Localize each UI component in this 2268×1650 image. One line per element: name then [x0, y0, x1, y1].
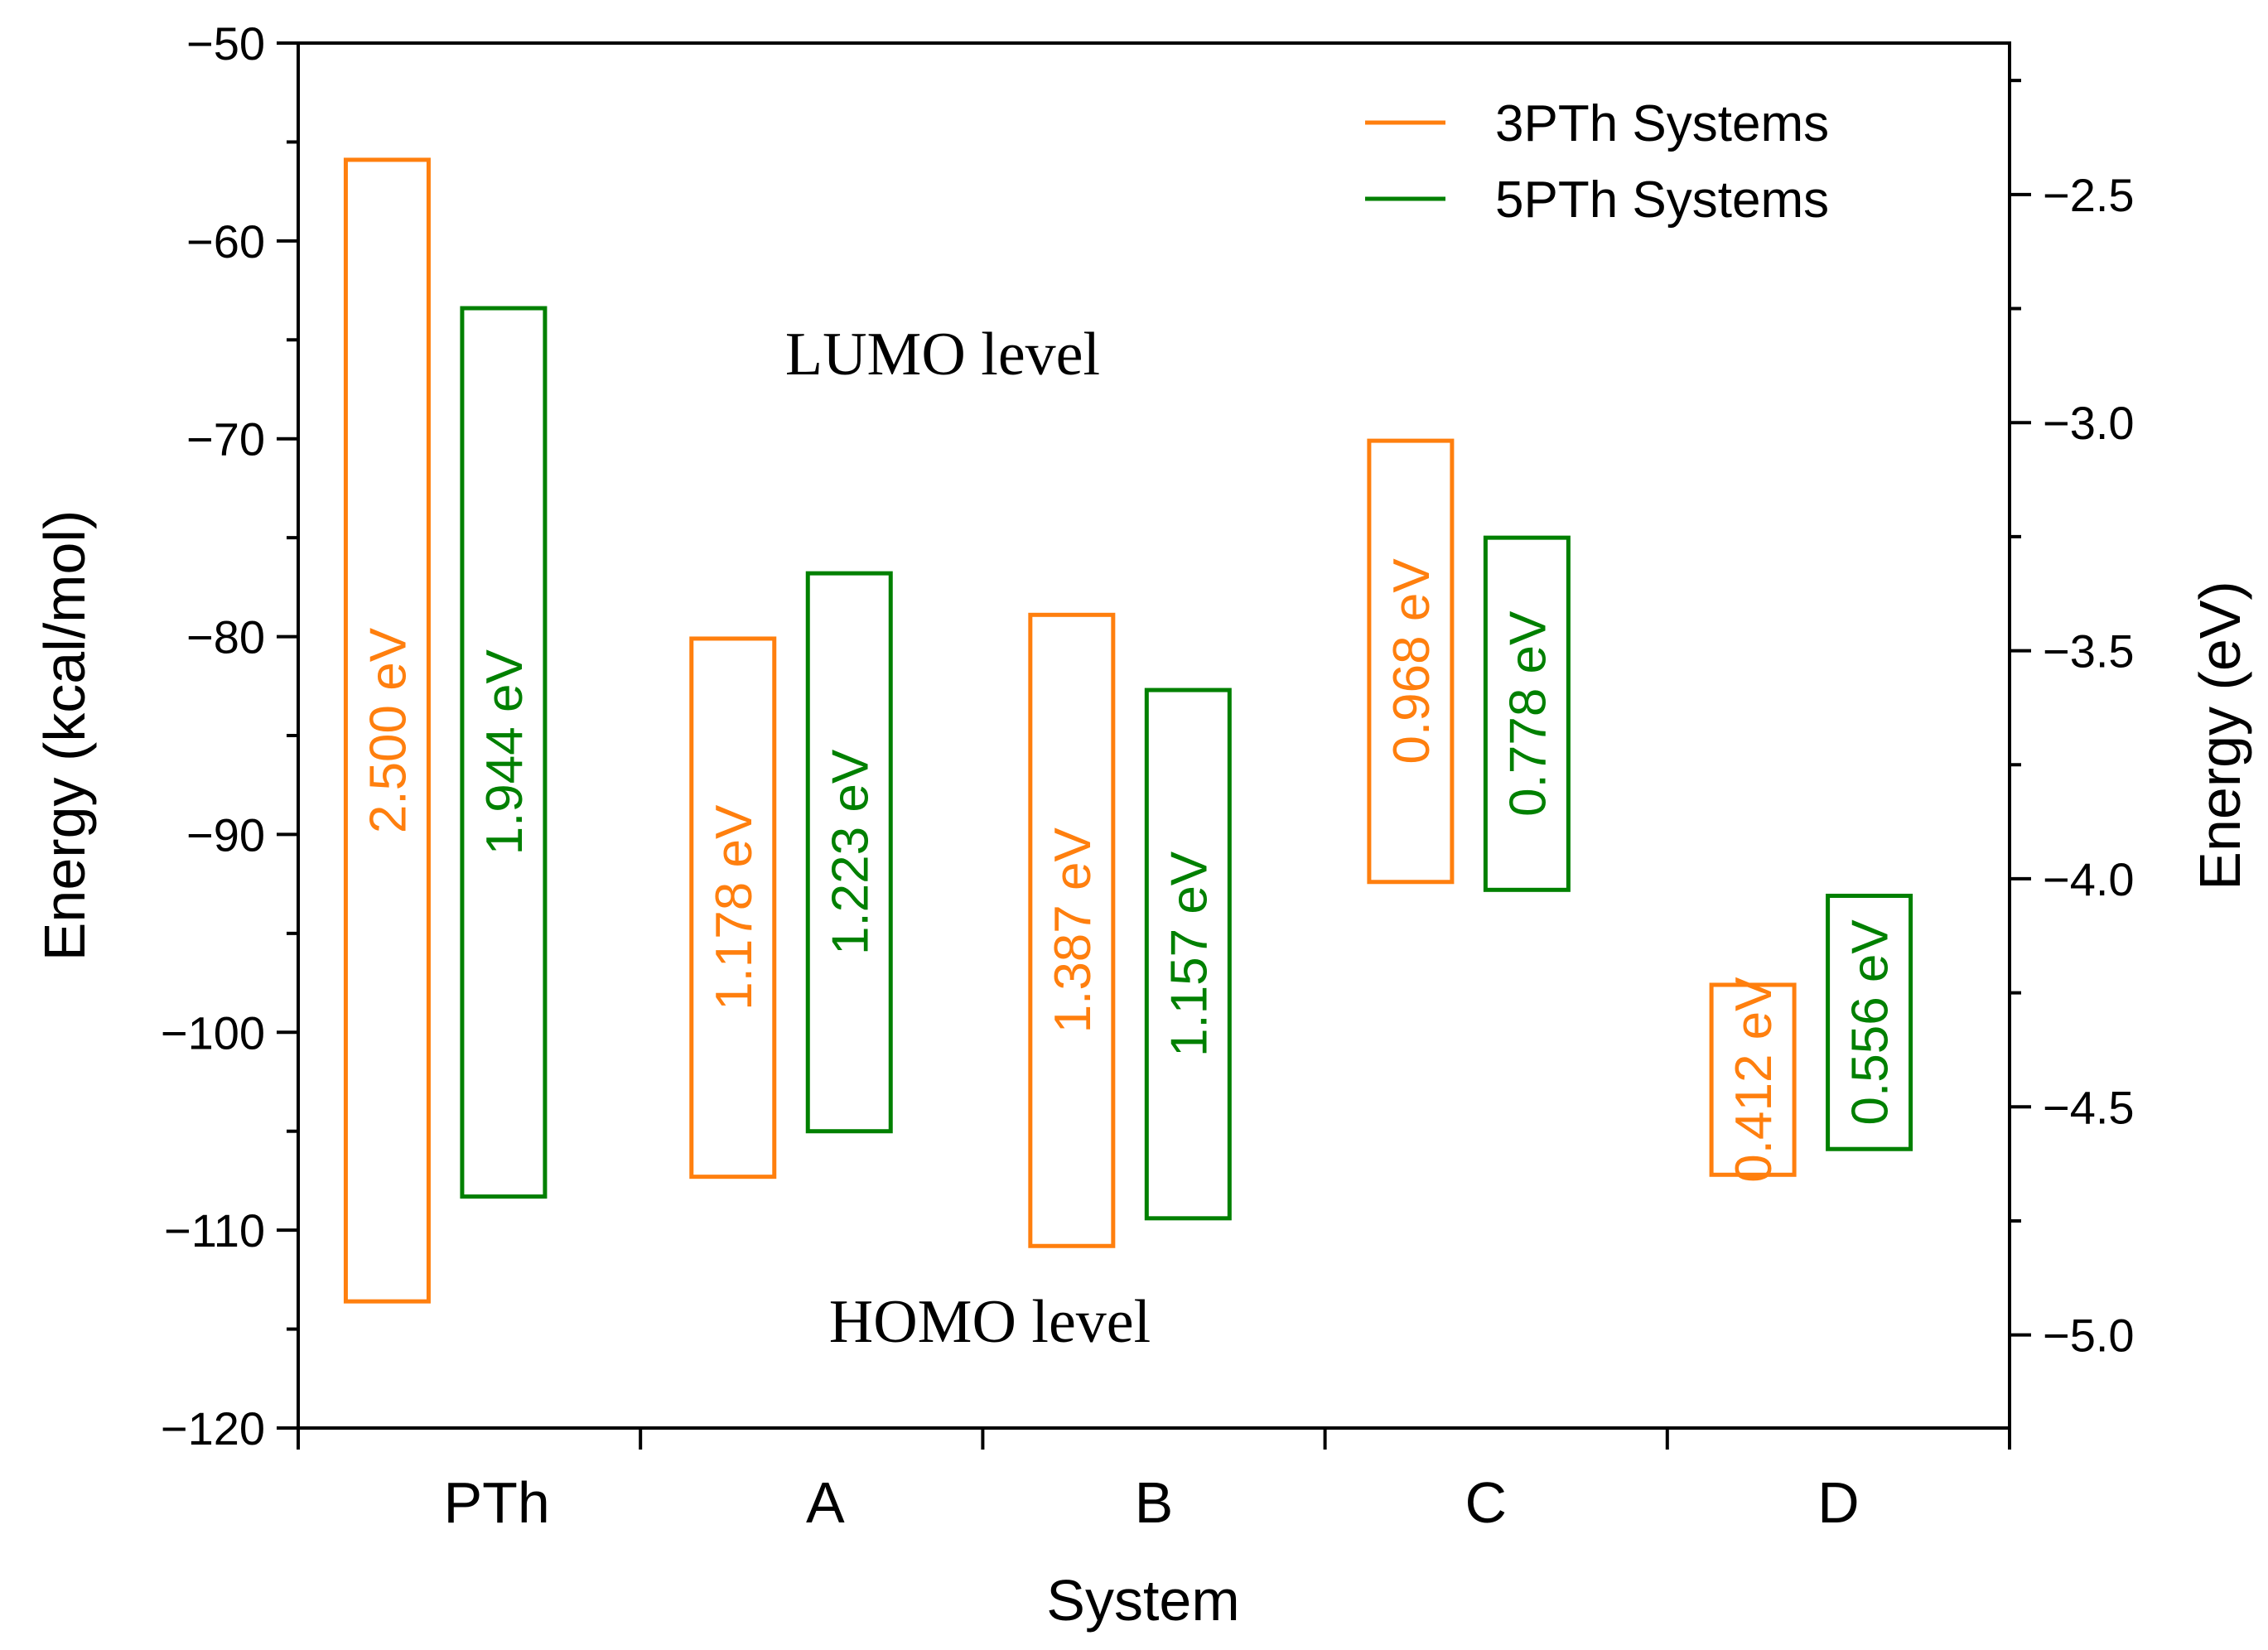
x-axis-title: System [1046, 1568, 1239, 1633]
y-axis-title-left: Energy (kcal/mol) [32, 510, 97, 962]
y-tick-label-right: −4.0 [2043, 853, 2135, 905]
gap-label: 1.387 eV [1045, 827, 1102, 1034]
y-axis-title-right: Energy (eV) [2188, 581, 2252, 890]
y-tick-label-left: −70 [186, 413, 265, 466]
gap-bar [1367, 438, 1455, 885]
gap-label: 1.944 eV [476, 649, 533, 856]
gap-label: 0.412 eV [1725, 977, 1783, 1183]
gap-bar [1144, 688, 1232, 1221]
y-tick-label-right: −2.5 [2043, 169, 2135, 221]
gap-bar [343, 157, 431, 1304]
left-axis-ticks: −120 −110 −100 −90 −80 −70 −60 −50 [161, 17, 298, 1455]
y-tick-label-left: −100 [161, 1006, 265, 1059]
gap-bar [805, 571, 893, 1134]
y-tick-label-left: −110 [164, 1204, 265, 1257]
gap-bar [1709, 982, 1797, 1177]
bar-group: 2.500 eV 1.178 eV 1.387 eV 0.968 eV 0.412 eV… [343, 157, 1913, 1304]
y-tick-label-right: −3.0 [2043, 397, 2135, 449]
x-tick-label: B [1135, 1470, 1174, 1535]
gap-label: 2.500 eV [360, 627, 417, 833]
right-axis-ticks: −5.0 −4.5 −4.0 −3.5 −3.0 −2.5 [2010, 79, 2135, 1362]
x-tick-label: A [806, 1470, 845, 1535]
y-tick-label-right: −4.5 [2043, 1081, 2135, 1133]
gap-bar [1826, 893, 1913, 1151]
y-tick-label-left: −90 [186, 808, 265, 861]
gap-bar [1483, 535, 1571, 892]
homo-annotation: HOMO level [829, 1288, 1151, 1356]
gap-label: 1.223 eV [822, 749, 879, 955]
gap-bar [689, 636, 777, 1180]
x-tick-label: PTh [443, 1470, 549, 1535]
legend: 3PTh Systems 5PTh Systems [1365, 95, 1829, 229]
gap-label: 0.556 eV [1842, 919, 1899, 1126]
gap-label: 1.157 eV [1161, 851, 1218, 1057]
y-tick-label-left: −50 [186, 17, 265, 70]
legend-label-3pth: 3PTh Systems [1495, 95, 1829, 152]
gap-bar [460, 306, 548, 1199]
gap-label: 1.178 eV [706, 804, 763, 1011]
y-tick-label-left: −80 [186, 611, 265, 663]
plot-frame [297, 41, 2011, 1430]
gap-label: 0.778 eV [1499, 610, 1556, 817]
legend-label-5pth: 5PTh Systems [1495, 171, 1829, 229]
x-tick-label: D [1817, 1470, 1860, 1535]
gap-bar [1028, 612, 1116, 1248]
y-tick-label-right: −5.0 [2043, 1310, 2135, 1362]
y-tick-label-right: −3.5 [2043, 625, 2135, 678]
y-tick-label-left: −60 [186, 215, 265, 268]
gap-label: 0.968 eV [1383, 558, 1440, 765]
lumo-annotation: LUMO level [785, 321, 1100, 388]
y-tick-label-left: −120 [161, 1402, 265, 1455]
x-axis-ticks: PTh A B C D [297, 1428, 2011, 1535]
x-tick-label: C [1465, 1470, 1508, 1535]
